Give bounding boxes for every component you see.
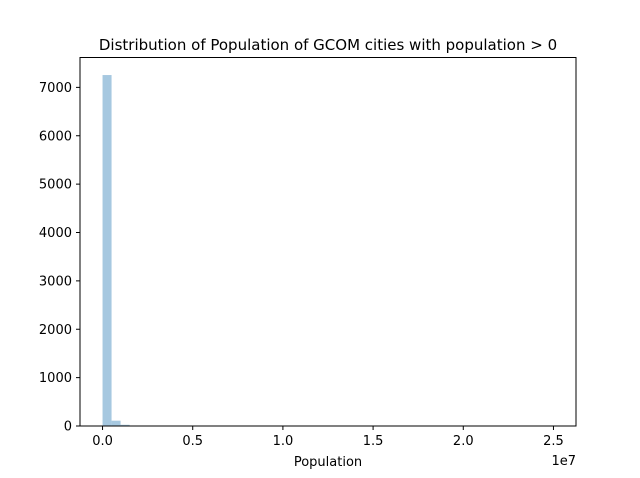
histogram-bars bbox=[102, 75, 554, 426]
x-tick-label-5: 2.5 bbox=[543, 434, 564, 449]
x-tick-label-1: 0.5 bbox=[182, 434, 203, 449]
y-tick-label-0: 0 bbox=[64, 420, 72, 435]
chart-title: Distribution of Population of GCOM citie… bbox=[99, 36, 557, 54]
x-tick-label-2: 1.0 bbox=[273, 434, 294, 449]
y-tick-label-7: 7000 bbox=[39, 81, 72, 96]
y-tick-label-5: 5000 bbox=[39, 178, 72, 193]
y-tick-label-6: 6000 bbox=[39, 129, 72, 144]
y-tick-label-3: 3000 bbox=[39, 274, 72, 289]
x-tick-label-3: 1.5 bbox=[363, 434, 384, 449]
x-axis-ticks: 0.0 0.5 1.0 1.5 2.0 2.5 bbox=[92, 426, 564, 449]
y-tick-label-2: 2000 bbox=[39, 323, 72, 338]
plot-frame bbox=[79, 57, 577, 427]
y-tick-label-4: 4000 bbox=[39, 226, 72, 241]
x-axis-title: Population bbox=[294, 455, 362, 470]
x-tick-label-4: 2.0 bbox=[453, 434, 474, 449]
y-axis-ticks: 0 1000 2000 3000 4000 5000 6000 7000 bbox=[39, 81, 80, 435]
histogram-bar-1 bbox=[111, 420, 121, 426]
histogram-bar-0 bbox=[102, 75, 112, 426]
y-tick-label-1: 1000 bbox=[39, 371, 72, 386]
histogram-bar-2 bbox=[120, 424, 130, 426]
x-tick-label-0: 0.0 bbox=[92, 434, 113, 449]
x-axis-offset-label: 1e7 bbox=[551, 454, 576, 469]
